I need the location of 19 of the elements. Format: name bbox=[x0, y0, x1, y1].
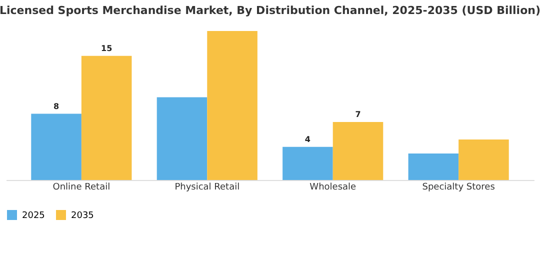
bar bbox=[81, 56, 132, 180]
x-tick-label: Specialty Stores bbox=[422, 182, 496, 192]
bar bbox=[207, 31, 258, 180]
bar bbox=[156, 97, 208, 180]
x-tick-label: Online Retail bbox=[52, 182, 110, 192]
data-label: 8 bbox=[53, 102, 60, 111]
bar bbox=[408, 154, 459, 180]
bar bbox=[282, 146, 333, 180]
bar bbox=[458, 139, 509, 180]
x-tick-label: Physical Retail bbox=[174, 182, 240, 192]
legend-label: 2035 bbox=[71, 211, 94, 221]
legend-label: 2025 bbox=[22, 211, 45, 221]
data-label: 4 bbox=[304, 134, 311, 144]
bar bbox=[332, 122, 384, 180]
chart-title: Licensed Sports Merchandise Market, By Distribution Channel, 2025-2035 (USD Billion) bbox=[0, 4, 540, 17]
x-tick-label: Wholesale bbox=[310, 182, 357, 192]
data-label: 15 bbox=[101, 44, 113, 53]
bar bbox=[31, 114, 82, 180]
data-label: 7 bbox=[355, 110, 361, 120]
